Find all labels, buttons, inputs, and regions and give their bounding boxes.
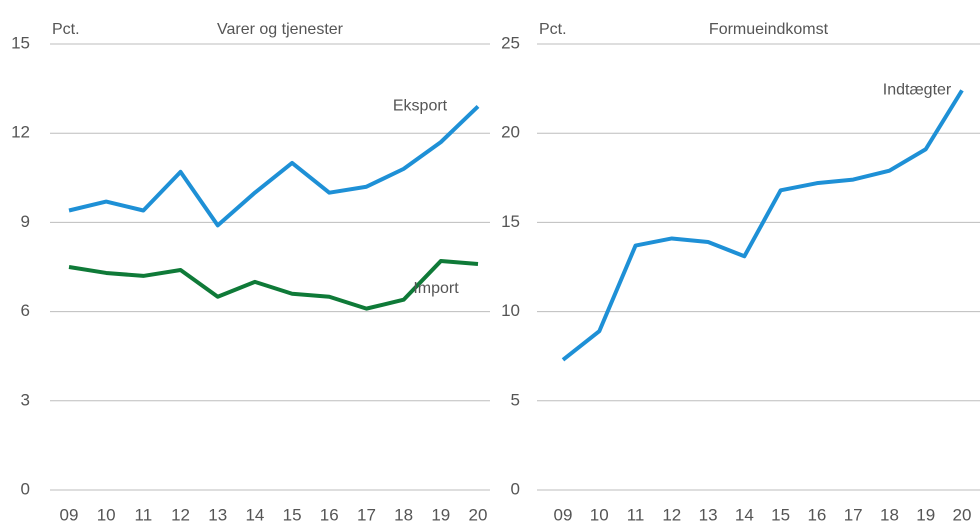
line-series	[68, 104, 480, 228]
x-tick-label: 18	[394, 505, 413, 524]
series-label: Import	[413, 280, 459, 297]
y-tick-label: 20	[501, 123, 520, 142]
y-tick-label: 10	[501, 301, 520, 320]
x-tick-label: 17	[357, 505, 376, 524]
y-axis-label: Pct.	[539, 21, 567, 38]
x-tick-label: 11	[135, 505, 153, 524]
x-tick-label: 09	[554, 505, 573, 524]
x-tick-label: 19	[916, 505, 935, 524]
y-tick-label: 5	[511, 390, 520, 409]
x-tick-label: 13	[699, 505, 718, 524]
line-series	[68, 259, 479, 311]
x-tick-label: 17	[844, 505, 863, 524]
y-tick-label: 0	[21, 479, 30, 498]
x-tick-label: 14	[245, 505, 264, 524]
x-tick-label: 11	[627, 505, 645, 524]
series-label: Eksport	[393, 98, 448, 115]
x-tick-label: 20	[469, 505, 488, 524]
y-tick-label: 25	[501, 33, 520, 52]
y-tick-label: 6	[21, 301, 30, 320]
x-tick-label: 10	[97, 505, 116, 524]
x-tick-label: 15	[283, 505, 302, 524]
x-tick-label: 16	[807, 505, 826, 524]
y-tick-label: 15	[11, 33, 30, 52]
x-tick-label: 16	[320, 505, 339, 524]
x-tick-label: 18	[880, 505, 899, 524]
chart-title: Formueindkomst	[709, 21, 829, 38]
x-tick-label: 13	[208, 505, 227, 524]
y-tick-label: 15	[501, 212, 520, 231]
x-tick-label: 09	[60, 505, 79, 524]
line-series	[561, 89, 964, 362]
x-tick-label: 14	[735, 505, 754, 524]
chart-title: Varer og tjenester	[217, 21, 344, 38]
y-tick-label: 3	[21, 390, 30, 409]
x-tick-label: 19	[431, 505, 450, 524]
x-tick-label: 12	[171, 505, 190, 524]
y-tick-label: 12	[11, 123, 30, 142]
y-tick-label: 0	[511, 479, 520, 498]
x-tick-label: 10	[590, 505, 609, 524]
x-tick-label: 12	[662, 505, 681, 524]
y-tick-label: 9	[21, 212, 30, 231]
x-tick-label: 15	[771, 505, 790, 524]
x-tick-label: 20	[953, 505, 972, 524]
series-label: Indtægter	[883, 82, 952, 99]
y-axis-label: Pct.	[52, 21, 80, 38]
